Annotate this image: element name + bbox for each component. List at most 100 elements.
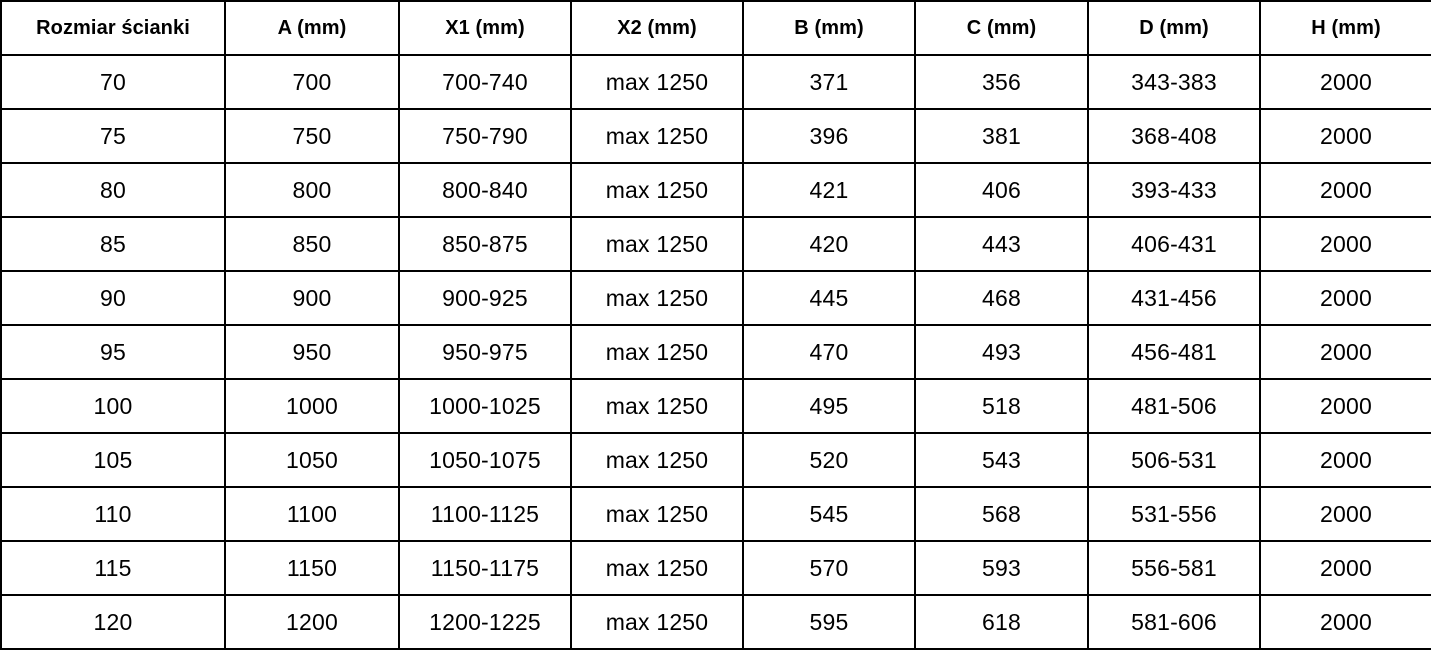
cell-c: 406	[914, 162, 1089, 218]
table-header-row: Rozmiar ścianki A (mm) X1 (mm) X2 (mm) B (mm…	[0, 0, 1431, 56]
cell-d: 581-606	[1087, 594, 1261, 650]
cell-rozmiar: 95	[0, 324, 226, 380]
cell-rozmiar: 85	[0, 216, 226, 272]
column-header-h: H (mm)	[1259, 0, 1431, 56]
cell-rozmiar: 115	[0, 540, 226, 596]
cell-x1: 800-840	[398, 162, 572, 218]
cell-c: 593	[914, 540, 1089, 596]
cell-x2: max 1250	[570, 540, 744, 596]
cell-a: 750	[224, 108, 400, 164]
cell-rozmiar: 70	[0, 54, 226, 110]
cell-b: 420	[742, 216, 916, 272]
cell-b: 371	[742, 54, 916, 110]
column-header-x1: X1 (mm)	[398, 0, 572, 56]
table-row: 115 1150 1150-1175 max 1250 570 593 556-581 200…	[0, 540, 1431, 596]
cell-x1: 900-925	[398, 270, 572, 326]
cell-x2: max 1250	[570, 54, 744, 110]
table-row: 70 700 700-740 max 1250 371 356 343-383 2000	[0, 54, 1431, 110]
cell-b: 570	[742, 540, 916, 596]
cell-h: 2000	[1259, 378, 1431, 434]
cell-h: 2000	[1259, 432, 1431, 488]
cell-h: 2000	[1259, 594, 1431, 650]
table-row: 105 1050 1050-1075 max 1250 520 543 506-531 200…	[0, 432, 1431, 488]
cell-h: 2000	[1259, 108, 1431, 164]
cell-x1: 1200-1225	[398, 594, 572, 650]
column-header-a: A (mm)	[224, 0, 400, 56]
cell-c: 443	[914, 216, 1089, 272]
cell-x1: 1150-1175	[398, 540, 572, 596]
cell-a: 800	[224, 162, 400, 218]
cell-c: 381	[914, 108, 1089, 164]
cell-c: 468	[914, 270, 1089, 326]
cell-c: 356	[914, 54, 1089, 110]
cell-rozmiar: 110	[0, 486, 226, 542]
cell-c: 618	[914, 594, 1089, 650]
cell-rozmiar: 120	[0, 594, 226, 650]
cell-a: 950	[224, 324, 400, 380]
cell-c: 568	[914, 486, 1089, 542]
cell-x2: max 1250	[570, 378, 744, 434]
cell-rozmiar: 100	[0, 378, 226, 434]
cell-rozmiar: 80	[0, 162, 226, 218]
cell-d: 343-383	[1087, 54, 1261, 110]
cell-rozmiar: 105	[0, 432, 226, 488]
column-header-c: C (mm)	[914, 0, 1089, 56]
cell-a: 1050	[224, 432, 400, 488]
cell-d: 393-433	[1087, 162, 1261, 218]
cell-d: 506-531	[1087, 432, 1261, 488]
table-row: 100 1000 1000-1025 max 1250 495 518 481-506 200…	[0, 378, 1431, 434]
cell-x2: max 1250	[570, 216, 744, 272]
cell-h: 2000	[1259, 216, 1431, 272]
cell-rozmiar: 75	[0, 108, 226, 164]
cell-x1: 700-740	[398, 54, 572, 110]
table-row: 95 950 950-975 max 1250 470 493 456-481 2000	[0, 324, 1431, 380]
cell-a: 1200	[224, 594, 400, 650]
cell-x1: 850-875	[398, 216, 572, 272]
column-header-rozmiar: Rozmiar ścianki	[0, 0, 226, 56]
table-header: Rozmiar ścianki A (mm) X1 (mm) X2 (mm) B (mm…	[0, 0, 1431, 56]
table-row: 85 850 850-875 max 1250 420 443 406-431 2000	[0, 216, 1431, 272]
cell-a: 1000	[224, 378, 400, 434]
cell-a: 850	[224, 216, 400, 272]
cell-b: 495	[742, 378, 916, 434]
cell-x2: max 1250	[570, 162, 744, 218]
cell-d: 531-556	[1087, 486, 1261, 542]
cell-h: 2000	[1259, 486, 1431, 542]
table-body: 70 700 700-740 max 1250 371 356 343-383 2000 75 7…	[0, 54, 1431, 650]
cell-rozmiar: 90	[0, 270, 226, 326]
cell-b: 545	[742, 486, 916, 542]
cell-d: 481-506	[1087, 378, 1261, 434]
cell-d: 556-581	[1087, 540, 1261, 596]
cell-a: 1150	[224, 540, 400, 596]
cell-d: 456-481	[1087, 324, 1261, 380]
cell-h: 2000	[1259, 162, 1431, 218]
cell-x2: max 1250	[570, 108, 744, 164]
cell-x1: 950-975	[398, 324, 572, 380]
cell-x2: max 1250	[570, 270, 744, 326]
cell-h: 2000	[1259, 270, 1431, 326]
cell-x2: max 1250	[570, 432, 744, 488]
cell-d: 406-431	[1087, 216, 1261, 272]
cell-x1: 1050-1075	[398, 432, 572, 488]
cell-h: 2000	[1259, 54, 1431, 110]
cell-b: 396	[742, 108, 916, 164]
cell-x1: 750-790	[398, 108, 572, 164]
cell-c: 543	[914, 432, 1089, 488]
cell-h: 2000	[1259, 540, 1431, 596]
cell-b: 470	[742, 324, 916, 380]
cell-b: 421	[742, 162, 916, 218]
table-row: 80 800 800-840 max 1250 421 406 393-433 2000	[0, 162, 1431, 218]
cell-b: 445	[742, 270, 916, 326]
cell-c: 493	[914, 324, 1089, 380]
cell-b: 595	[742, 594, 916, 650]
cell-h: 2000	[1259, 324, 1431, 380]
cell-x2: max 1250	[570, 594, 744, 650]
column-header-b: B (mm)	[742, 0, 916, 56]
cell-d: 431-456	[1087, 270, 1261, 326]
table-row: 120 1200 1200-1225 max 1250 595 618 581-606 200…	[0, 594, 1431, 650]
table-row: 90 900 900-925 max 1250 445 468 431-456 2000	[0, 270, 1431, 326]
column-header-d: D (mm)	[1087, 0, 1261, 56]
cell-a: 900	[224, 270, 400, 326]
